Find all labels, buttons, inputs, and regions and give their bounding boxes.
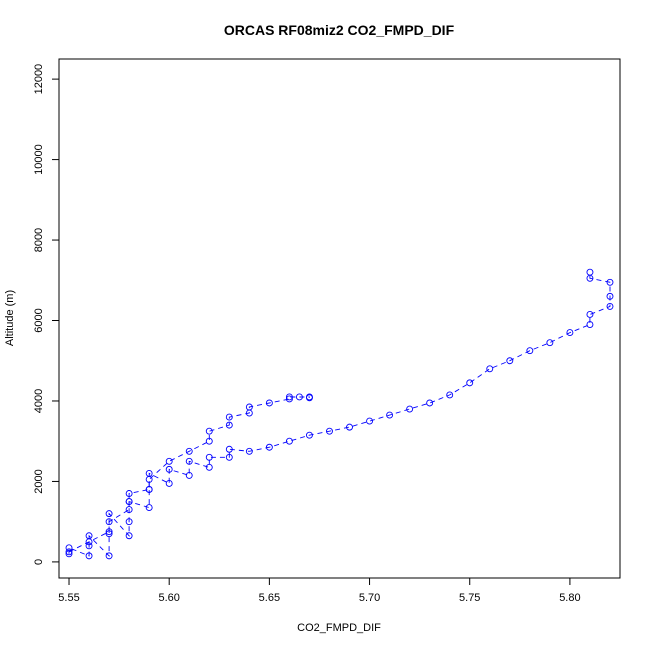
data-point bbox=[265, 399, 273, 407]
data-point bbox=[446, 391, 454, 399]
data-point bbox=[125, 498, 133, 506]
data-point bbox=[85, 538, 93, 546]
y-axis-label: Altitude (m) bbox=[4, 290, 16, 346]
y-tick-label: 12000 bbox=[33, 64, 45, 95]
data-point bbox=[245, 403, 253, 411]
data-point bbox=[125, 490, 133, 497]
data-point bbox=[205, 437, 213, 445]
data-point bbox=[185, 471, 193, 479]
data-point bbox=[486, 365, 494, 373]
data-point bbox=[346, 423, 353, 431]
y-tick-label: 6000 bbox=[33, 308, 45, 332]
data-point bbox=[506, 357, 514, 365]
data-point bbox=[586, 321, 594, 328]
data-point bbox=[125, 532, 133, 540]
data-point bbox=[105, 510, 113, 518]
data-point bbox=[606, 292, 614, 300]
data-point bbox=[105, 552, 113, 560]
data-point bbox=[145, 504, 153, 512]
data-point bbox=[205, 463, 213, 471]
data-point bbox=[165, 465, 173, 473]
data-point bbox=[225, 413, 233, 421]
data-point bbox=[245, 447, 253, 455]
data-point bbox=[205, 427, 213, 435]
data-point bbox=[185, 457, 193, 465]
data-point bbox=[305, 394, 313, 402]
data-point bbox=[205, 453, 213, 461]
y-tick-label: 4000 bbox=[33, 389, 45, 413]
chart-title: ORCAS RF08miz2 CO2_FMPD_DIF bbox=[224, 22, 455, 38]
data-point bbox=[285, 395, 293, 403]
data-point bbox=[105, 528, 113, 536]
data-point bbox=[185, 447, 193, 455]
data-point bbox=[466, 379, 474, 387]
data-point bbox=[406, 405, 414, 413]
data-point bbox=[295, 393, 303, 401]
x-tick-label: 5.70 bbox=[359, 592, 380, 604]
data-point bbox=[606, 302, 614, 310]
series-line bbox=[68, 272, 611, 557]
data-point bbox=[285, 437, 293, 445]
data-point bbox=[426, 399, 434, 407]
data-point bbox=[265, 443, 273, 451]
x-tick-label: 5.55 bbox=[58, 592, 79, 604]
data-point bbox=[165, 457, 173, 465]
data-point bbox=[105, 518, 113, 526]
data-point bbox=[366, 417, 374, 425]
data-point bbox=[566, 329, 574, 337]
y-tick-label: 8000 bbox=[33, 228, 45, 252]
y-tick-label: 10000 bbox=[33, 144, 45, 175]
data-point bbox=[305, 431, 313, 439]
y-tick-label: 2000 bbox=[33, 469, 45, 493]
data-point bbox=[225, 445, 233, 453]
y-tick-label: 0 bbox=[33, 559, 45, 565]
x-tick-label: 5.60 bbox=[158, 592, 179, 604]
data-point bbox=[225, 453, 233, 461]
data-point bbox=[165, 480, 173, 487]
data-point bbox=[125, 518, 133, 526]
data-point bbox=[145, 475, 153, 483]
data-point bbox=[65, 548, 73, 556]
data-point bbox=[85, 552, 93, 560]
data-point bbox=[386, 411, 394, 419]
data-point bbox=[586, 268, 594, 276]
x-tick-label: 5.75 bbox=[459, 592, 480, 604]
series-layer bbox=[65, 268, 614, 560]
x-axis: 5.55 5.60 5.65 5.70 5.75 5.80 bbox=[58, 577, 581, 604]
data-point bbox=[586, 311, 594, 318]
x-tick-label: 5.80 bbox=[559, 592, 580, 604]
data-point bbox=[526, 347, 534, 355]
data-point bbox=[606, 278, 614, 286]
y-axis: 0 2000 4000 6000 8000 10000 12000 bbox=[33, 64, 60, 565]
x-tick-label: 5.65 bbox=[259, 592, 280, 604]
data-point bbox=[225, 421, 233, 429]
data-point bbox=[85, 542, 93, 550]
data-point bbox=[285, 393, 293, 401]
data-point bbox=[145, 486, 153, 493]
data-point bbox=[125, 506, 133, 514]
data-point bbox=[546, 339, 554, 347]
data-point bbox=[65, 544, 73, 552]
x-axis-label: CO2_FMPD_DIF bbox=[297, 622, 381, 634]
data-point bbox=[326, 427, 333, 435]
